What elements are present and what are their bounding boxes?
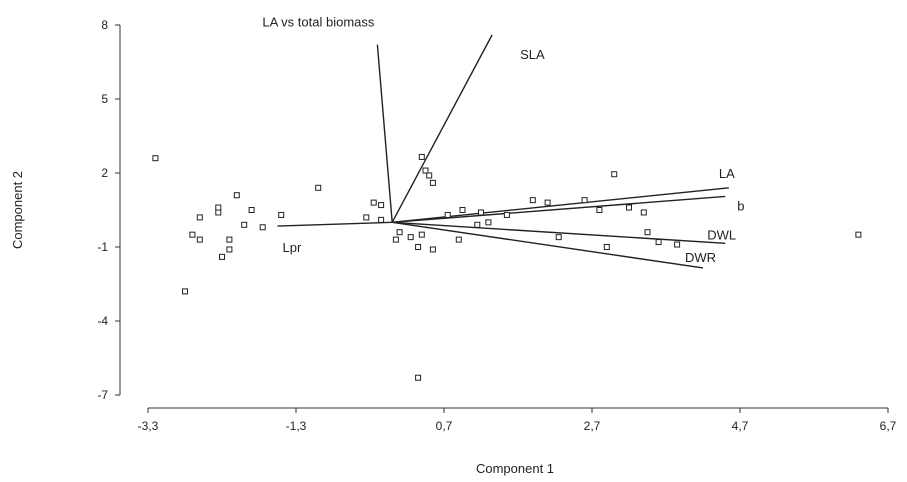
data-point: [422, 167, 429, 174]
score-points: [152, 153, 862, 381]
data-point: [315, 184, 322, 191]
data-point: [474, 221, 481, 228]
data-point: [596, 207, 603, 213]
data-point: [378, 202, 385, 209]
vector-label: LA vs total biomass: [262, 15, 374, 30]
data-point: [233, 192, 240, 199]
data-point: [378, 216, 385, 223]
vector-la: [392, 187, 729, 224]
y-tick-label: 8: [101, 18, 108, 32]
data-point: [152, 155, 159, 162]
x-tick-label: 6,7: [880, 419, 897, 433]
data-point: [241, 221, 248, 228]
vector-dwl: [392, 221, 726, 244]
data-point: [429, 246, 436, 253]
data-point: [655, 239, 662, 246]
data-point: [644, 229, 651, 236]
data-point: [248, 207, 255, 213]
data-point: [415, 244, 422, 250]
data-point: [396, 229, 403, 236]
y-tick-label: -1: [97, 240, 108, 254]
y-axis-label: Component 2: [10, 171, 25, 249]
data-point: [215, 204, 222, 211]
data-point: [478, 209, 484, 216]
vector-label: SLA: [520, 47, 545, 62]
data-point: [603, 244, 610, 250]
vector-label: b: [737, 198, 744, 213]
data-point: [503, 211, 510, 218]
vector-label: Lpr: [283, 240, 302, 255]
data-point: [674, 241, 681, 248]
data-point: [278, 211, 285, 218]
data-point: [444, 211, 451, 218]
vector-lpr: [277, 221, 393, 227]
data-point: [226, 246, 233, 253]
data-point: [219, 253, 225, 260]
data-point: [426, 172, 433, 179]
data-point: [392, 236, 399, 243]
data-point: [611, 171, 618, 178]
x-tick-label: -3,3: [138, 419, 159, 433]
axes: -3,3 -1,3 0,7 2,7 4,7 6,7 -7 -4 -1 2 5 8: [97, 18, 896, 433]
data-point: [485, 219, 492, 226]
data-point: [544, 199, 551, 206]
data-point: [415, 374, 422, 381]
x-tick-label: 2,7: [584, 419, 601, 433]
data-point: [429, 179, 436, 186]
data-point: [226, 236, 233, 243]
x-axis-label: Component 1: [476, 461, 554, 476]
x-tick-label: 4,7: [732, 419, 749, 433]
data-point: [196, 236, 203, 243]
data-point: [189, 231, 196, 238]
vector-label: DWR: [685, 250, 716, 265]
data-point: [459, 207, 466, 213]
data-point: [529, 197, 536, 204]
data-point: [370, 199, 377, 206]
data-point: [418, 153, 425, 160]
data-point: [363, 214, 370, 221]
data-point: [215, 209, 222, 216]
y-tick-label: 2: [101, 166, 108, 180]
data-point: [855, 231, 862, 238]
y-tick-label: -7: [97, 388, 108, 402]
data-point: [455, 236, 462, 243]
data-point: [581, 197, 588, 204]
data-point: [418, 231, 425, 238]
vector-sla: [391, 34, 493, 223]
x-tick-label: -1,3: [286, 419, 307, 433]
data-point: [555, 234, 562, 241]
data-point: [196, 214, 203, 221]
data-point: [626, 204, 632, 211]
vector-dwr: [392, 221, 704, 269]
vector-b: [392, 195, 726, 224]
vector-la-vs-total-biomass: [376, 44, 393, 223]
data-point: [407, 234, 414, 241]
y-tick-label: -4: [97, 314, 108, 328]
data-point: [182, 288, 188, 295]
vector-label: LA: [719, 166, 735, 181]
y-tick-label: 5: [101, 92, 108, 106]
vector-label: DWL: [707, 227, 736, 242]
data-point: [259, 224, 266, 231]
data-point: [640, 209, 647, 216]
x-tick-label: 0,7: [436, 419, 453, 433]
